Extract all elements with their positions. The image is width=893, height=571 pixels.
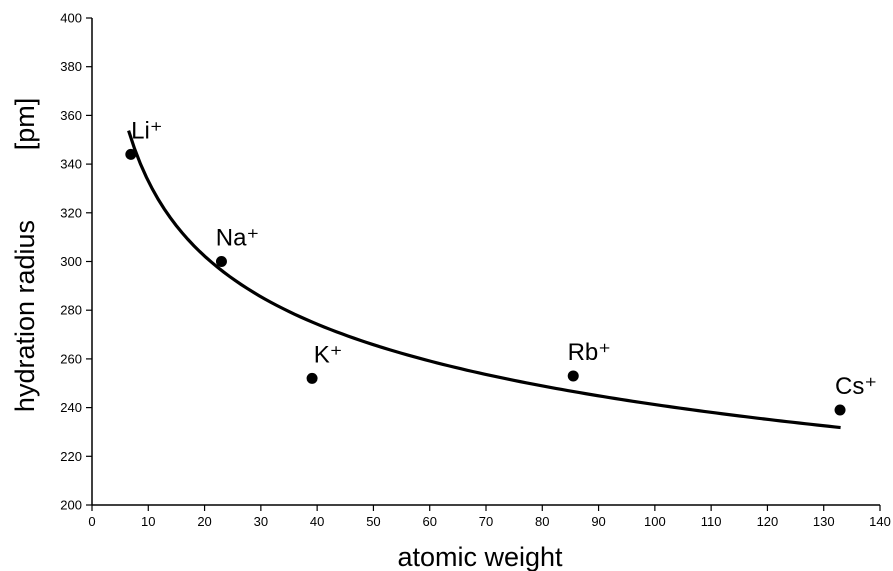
x-tick-label: 120 [757,514,779,529]
x-tick-label: 90 [591,514,605,529]
x-tick-label: 0 [88,514,95,529]
y-tick-label: 240 [60,400,82,415]
x-tick-label: 110 [701,514,722,529]
y-axis-title: hydration radius [10,220,40,412]
data-point [835,405,846,416]
y-tick-label: 340 [60,157,82,172]
x-tick-label: 10 [141,514,155,529]
data-point [307,373,318,384]
data-point [125,149,136,160]
x-tick-label: 130 [813,514,835,529]
x-tick-label: 50 [366,514,380,529]
data-point-label: K⁺ [314,341,343,368]
y-tick-label: 200 [60,498,82,513]
x-tick-label: 70 [479,514,493,529]
y-tick-label: 380 [60,59,82,74]
y-axis-unit: [pm] [10,98,40,151]
data-point-label: Na⁺ [216,225,259,252]
x-tick-label: 60 [422,514,436,529]
x-axis-title: atomic weight [397,542,563,571]
data-point-label: Rb⁺ [568,339,611,366]
x-tick-label: 80 [535,514,549,529]
y-tick-label: 360 [60,108,82,123]
y-tick-label: 220 [60,449,82,464]
y-ticks: 200 220 240 260 280 300 320 340 360 380 400 [60,11,92,513]
y-tick-label: 400 [60,11,82,26]
y-tick-label: 300 [60,254,82,269]
x-tick-label: 100 [644,514,666,529]
x-tick-label: 40 [310,514,324,529]
y-tick-label: 280 [60,303,82,318]
y-tick-label: 320 [60,205,82,220]
data-point-label: Li⁺ [131,117,162,144]
data-point [216,256,227,267]
data-points: Li⁺ Na⁺ K⁺ Rb⁺ Cs⁺ [125,117,877,415]
x-axis: 0 10 20 30 40 50 60 70 80 90 100 110 120 130 140 [88,505,890,529]
data-point [568,370,579,381]
y-tick-label: 260 [60,351,82,366]
data-point-label: Cs⁺ [835,373,877,400]
y-axis: 200 220 240 260 280 300 320 340 360 380 400 [60,11,92,513]
x-tick-label: 30 [254,514,268,529]
x-ticks: 0 10 20 30 40 50 60 70 80 90 100 110 120 130 140 [88,505,890,529]
x-tick-label: 140 [869,514,891,529]
fit-curve [129,131,841,428]
x-tick-label: 20 [197,514,211,529]
